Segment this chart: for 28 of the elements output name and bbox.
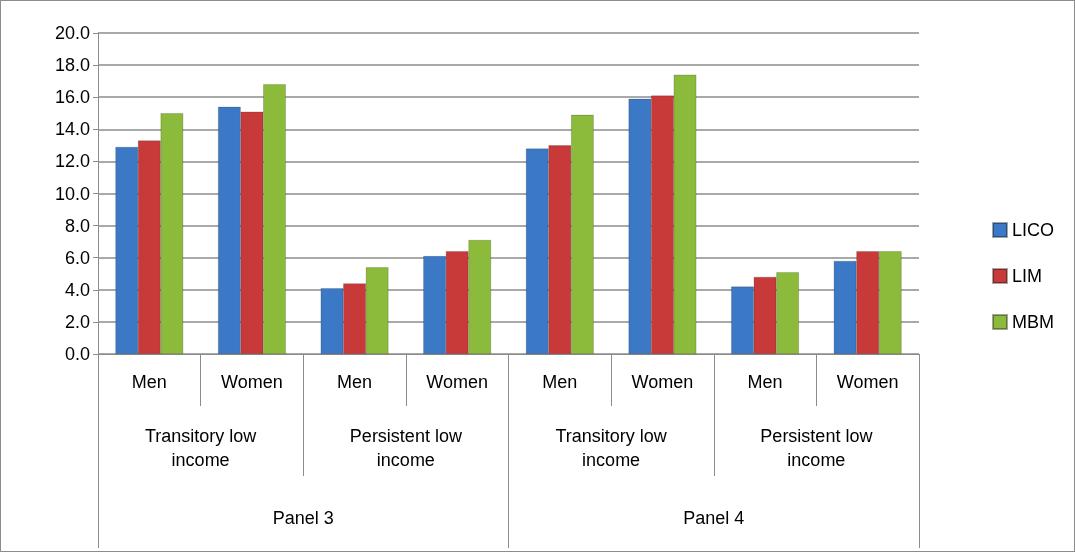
text: Panel 4 <box>683 508 745 528</box>
x-tick-label: Women <box>836 372 899 392</box>
text: Panel 3 <box>272 508 334 528</box>
text: Persistent low income <box>760 426 874 470</box>
x-tick-label: Women <box>631 372 694 392</box>
x-tick-label: Men <box>131 372 167 392</box>
y-tick-label: 6.0 <box>64 247 90 268</box>
text: Transitory low income <box>555 426 668 470</box>
y-tick-label: 14.0 <box>54 119 90 140</box>
y-tick-label: 16.0 <box>54 87 90 108</box>
legend-label: LIM <box>1011 266 1042 286</box>
y-tick-label: 8.0 <box>64 215 90 236</box>
x-tick-label: Men <box>542 372 578 392</box>
y-tick-label: 2.0 <box>64 311 90 332</box>
x-tick-label: Men <box>337 372 373 392</box>
y-tick-label: 4.0 <box>64 279 90 300</box>
y-tick-label: 10.0 <box>54 183 90 204</box>
legend-label: MBM <box>1011 312 1054 332</box>
y-tick-label: 18.0 <box>54 55 90 76</box>
legend-label: LICO <box>1011 220 1054 240</box>
x-tick-label: Women <box>426 372 489 392</box>
y-tick-label: 12.0 <box>54 151 90 172</box>
y-tick-label: 0.0 <box>64 344 90 364</box>
text: Persistent low income <box>349 426 463 470</box>
text: Transitory low income <box>144 426 258 470</box>
x-tick-label: Men <box>747 372 783 392</box>
x-tick-label: Women <box>221 372 283 392</box>
y-tick-label: 20.0 <box>54 23 90 43</box>
